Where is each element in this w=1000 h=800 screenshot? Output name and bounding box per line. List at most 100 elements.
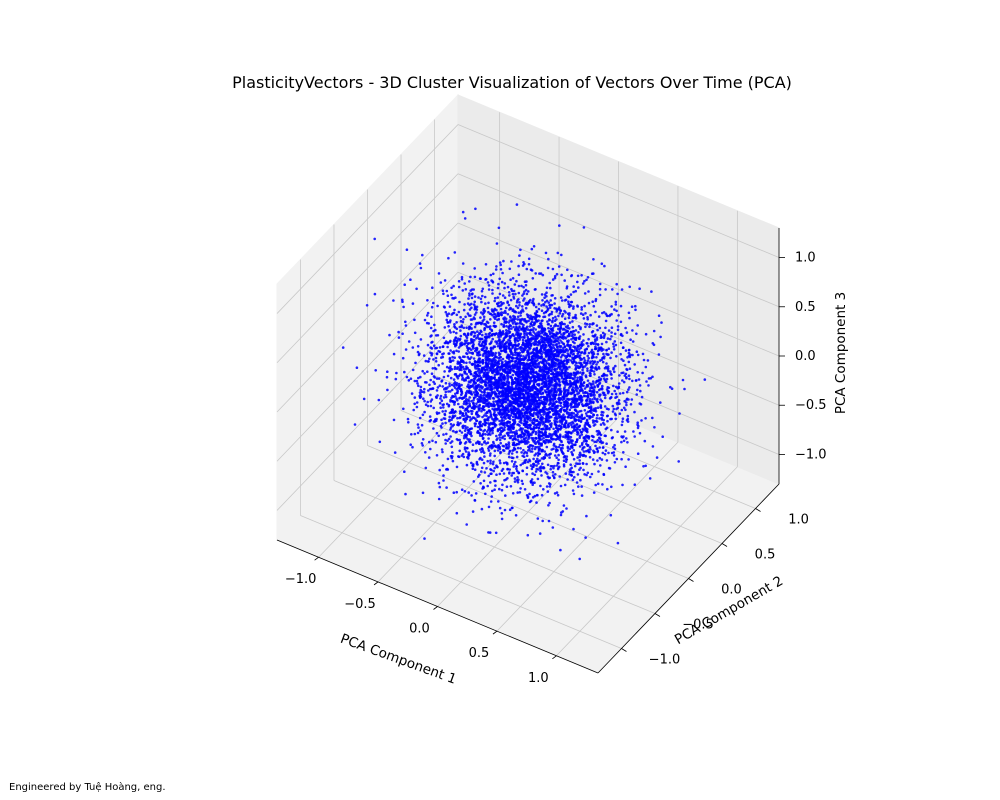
scatter-point [574,336,578,340]
scatter-point [493,358,496,361]
scatter-point [506,367,509,371]
scatter-point [446,457,450,461]
scatter-point [489,500,493,503]
scatter-point [453,403,456,406]
scatter-point [598,293,602,297]
scatter-point [502,317,505,320]
scatter-point [602,391,606,395]
scatter-point [468,396,472,399]
scatter-point [517,311,521,315]
scatter-point [474,393,478,396]
scatter-point [498,277,502,281]
scatter-point [412,408,416,412]
scatter-point [505,345,509,348]
scatter-point [473,275,477,279]
scatter-point [572,492,576,496]
scatter-point [438,346,442,349]
scatter-point [472,335,476,338]
scatter-point [573,464,577,468]
scatter-point [535,390,538,393]
scatter-point [636,423,639,427]
scatter-point [491,292,494,295]
scatter-point [548,403,551,406]
scatter-point [494,340,497,343]
scatter-point [487,474,491,478]
scatter-point [511,449,514,452]
scatter-point [501,360,504,364]
scatter-point [610,305,613,308]
scatter-point [660,321,663,324]
scatter-point [449,376,453,380]
scatter-point [547,257,550,261]
scatter-point [518,318,522,321]
scatter-point [404,348,408,351]
scatter-point [460,383,463,387]
scatter-point [587,437,591,440]
scatter-point [481,415,484,419]
scatter-point [515,465,518,468]
y-tick-tick [721,543,728,547]
scatter-point [438,384,442,388]
scatter-point [464,288,468,291]
scatter-point [640,395,644,399]
scatter-point [552,375,555,378]
scatter-point [463,490,467,493]
scatter-point [466,428,470,432]
scatter-point [543,430,547,434]
scatter-point [552,413,555,417]
scatter-point [604,326,607,330]
scatter-point [487,505,491,509]
scatter-point [571,386,575,389]
scatter-point [444,390,448,394]
scatter-point [502,472,506,475]
scatter-point [661,435,664,439]
scatter-point [517,423,520,426]
scatter-point [513,315,517,319]
scatter-point [616,292,619,296]
scatter-point [569,304,573,307]
scatter-point [445,486,448,489]
z-gridline-back [457,222,780,357]
x-tick-tick [373,581,379,586]
scatter-point [632,430,635,433]
scatter-point [523,332,526,336]
scatter-point [449,365,452,368]
scatter-point [560,439,563,443]
scatter-point [428,440,431,444]
scatter-point [473,424,477,428]
scatter-point [467,357,471,360]
y-tick-label: 1.0 [788,513,809,528]
scatter-point [551,372,555,376]
scatter-point [584,322,587,325]
scatter-point [562,425,566,429]
scatter-point [466,333,470,337]
scatter-point [500,349,503,353]
scatter-point [587,301,591,305]
scatter-point [502,428,505,431]
scatter-point [496,344,500,348]
scatter-point [606,419,609,423]
scatter-point [486,459,490,463]
scatter-point [484,399,488,402]
scatter-point [455,430,459,434]
scatter-point [417,384,420,388]
scatter-point [514,353,517,357]
scatter-point [513,339,517,342]
scatter-point [631,379,634,383]
scatter-point [457,346,461,349]
scatter-point [471,443,475,447]
scatter-point [426,343,430,347]
z-tick-label: −0.5 [795,398,827,413]
scatter-point [619,332,623,336]
scatter-point [544,453,547,457]
scatter-point [470,356,473,359]
scatter-point [531,481,534,484]
scatter-point [404,324,408,327]
scatter-point [427,322,431,325]
scatter-point [503,282,507,285]
scatter-point [481,432,485,436]
scatter-point [513,412,516,416]
scatter-point [534,328,537,331]
scatter-point [504,317,508,321]
scatter-point [470,399,473,403]
